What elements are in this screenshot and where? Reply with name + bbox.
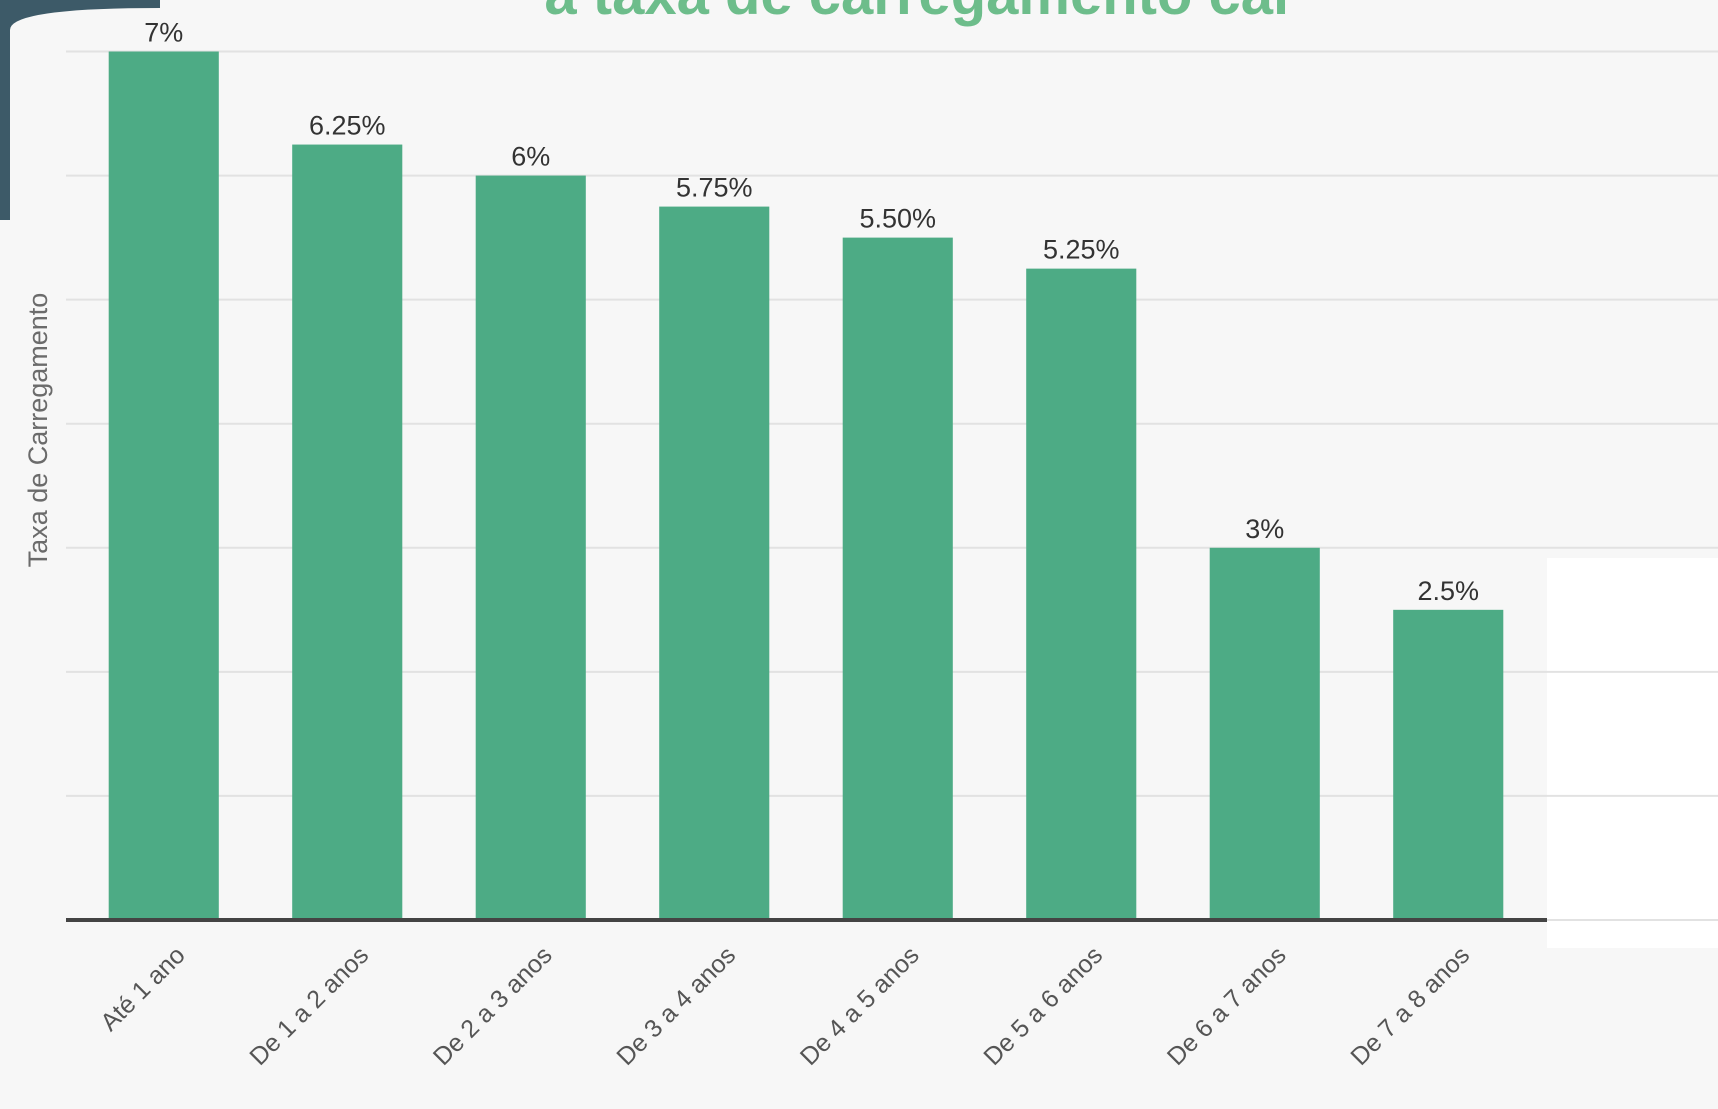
value-label: 6.25% bbox=[309, 111, 386, 141]
value-label: 7% bbox=[144, 18, 183, 48]
bar bbox=[475, 175, 586, 921]
bar bbox=[1393, 609, 1504, 920]
value-label: 6% bbox=[511, 142, 550, 172]
value-label: 5.25% bbox=[1043, 235, 1120, 265]
chart-title: a taxa de carregamento car bbox=[544, 0, 1295, 27]
bar bbox=[108, 51, 219, 920]
bar bbox=[292, 144, 403, 920]
bar bbox=[1026, 268, 1137, 920]
y-axis-label: Taxa de Carregamento bbox=[23, 293, 53, 568]
corner-decoration bbox=[0, 0, 160, 220]
bar bbox=[659, 206, 770, 920]
bar bbox=[842, 237, 953, 920]
bar bbox=[1209, 547, 1320, 920]
value-label: 5.50% bbox=[859, 204, 936, 234]
white-patch bbox=[1547, 558, 1718, 948]
value-label: 3% bbox=[1245, 514, 1284, 544]
value-label: 5.75% bbox=[676, 173, 753, 203]
value-label: 2.5% bbox=[1417, 576, 1479, 606]
